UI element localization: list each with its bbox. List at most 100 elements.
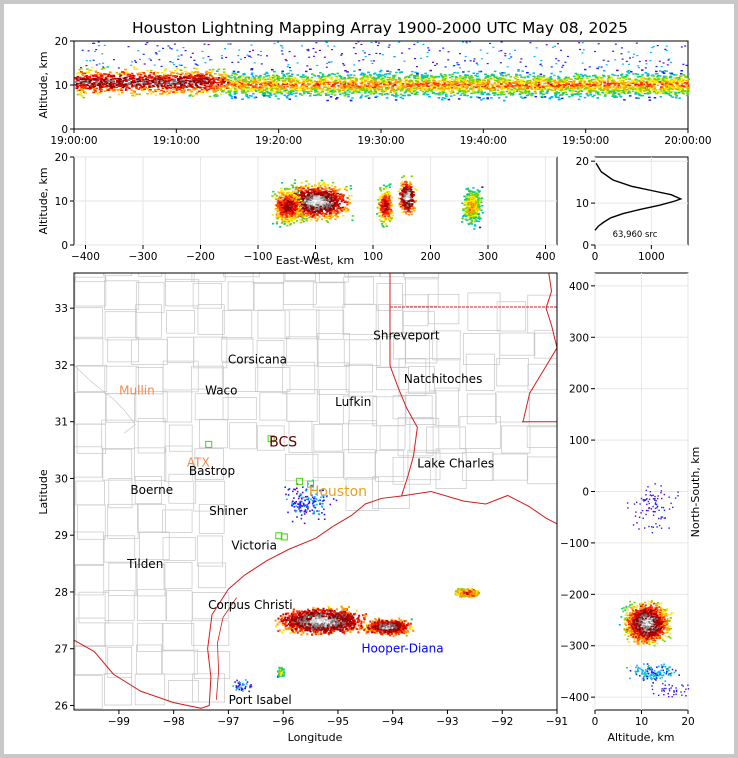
source-point [591, 84, 595, 87]
source-point [141, 88, 144, 90]
source-point [109, 85, 113, 87]
source-point [374, 80, 377, 82]
source-point [638, 84, 641, 87]
source-point [334, 98, 338, 100]
source-point [231, 86, 234, 89]
source-point [82, 82, 86, 84]
source-point [184, 79, 188, 81]
source-point [267, 83, 270, 85]
source-point [427, 80, 430, 82]
source-point [114, 78, 117, 80]
source-point [186, 85, 190, 88]
source-point [149, 93, 153, 95]
source-point [233, 91, 236, 93]
source-point [372, 87, 376, 89]
source-point [80, 88, 83, 91]
source-point [303, 89, 307, 91]
source-point [646, 74, 650, 77]
source-point [622, 83, 626, 85]
source-point [285, 95, 288, 98]
source-point [687, 78, 690, 80]
source-point [343, 86, 346, 88]
source-point [634, 87, 637, 90]
source-point [607, 82, 610, 85]
source-point [413, 91, 416, 93]
source-point [603, 69, 606, 72]
source-point [209, 81, 213, 83]
source-point [230, 74, 234, 77]
source-point [521, 85, 524, 88]
source-point [423, 79, 427, 81]
source-point [79, 76, 82, 79]
source-point [89, 78, 93, 80]
source-point [99, 72, 102, 75]
source-point [441, 85, 444, 87]
source-point [342, 87, 345, 89]
source-point [628, 91, 631, 94]
source-point [282, 86, 285, 88]
source-point [190, 73, 194, 75]
source-point [422, 82, 426, 85]
source-point [397, 88, 401, 91]
source-point [277, 79, 281, 82]
source-point [461, 77, 464, 80]
source-point [398, 71, 402, 74]
source-point [139, 80, 142, 82]
source-point [413, 76, 416, 79]
source-point [270, 76, 273, 79]
source-point [272, 89, 275, 92]
source-point [666, 80, 669, 82]
source-point [272, 80, 275, 82]
source-point [480, 91, 483, 93]
source-point [229, 79, 233, 82]
source-point [611, 89, 615, 91]
source-point [282, 83, 286, 86]
source-point [130, 81, 133, 83]
source-point [477, 90, 480, 93]
source-point [549, 76, 553, 78]
source-point [470, 84, 473, 87]
source-point [665, 78, 669, 81]
source-point [261, 84, 265, 87]
source-point [225, 91, 228, 94]
source-point [366, 85, 369, 87]
source-point [313, 88, 317, 91]
source-point [157, 75, 160, 77]
source-point [655, 79, 658, 81]
source-point [648, 83, 652, 86]
altitude-time-density [74, 41, 691, 102]
source-point [374, 92, 378, 94]
source-point [245, 94, 248, 96]
source-point [490, 87, 493, 90]
source-point [412, 75, 416, 77]
source-point [312, 85, 316, 87]
source-point [91, 87, 94, 89]
source-point [447, 87, 451, 90]
source-point [286, 97, 289, 99]
source-point [521, 88, 525, 91]
source-point [593, 87, 597, 90]
source-point [174, 80, 177, 83]
source-point [420, 79, 424, 81]
source-point [635, 81, 638, 83]
source-point [193, 77, 197, 80]
source-point [334, 89, 337, 91]
source-point [145, 79, 149, 81]
source-point [645, 84, 648, 87]
source-point [395, 95, 398, 98]
source-point [159, 77, 163, 79]
source-point [323, 89, 326, 91]
source-point [275, 82, 279, 85]
source-point [250, 72, 254, 74]
source-point [197, 74, 201, 76]
source-point [443, 80, 447, 83]
source-point [409, 88, 412, 90]
source-point [431, 86, 435, 89]
source-point [614, 88, 618, 90]
source-point [593, 74, 597, 77]
source-point [242, 73, 245, 76]
source-point [631, 88, 635, 90]
source-point [190, 90, 193, 93]
source-point [142, 85, 146, 87]
source-point [489, 90, 492, 92]
